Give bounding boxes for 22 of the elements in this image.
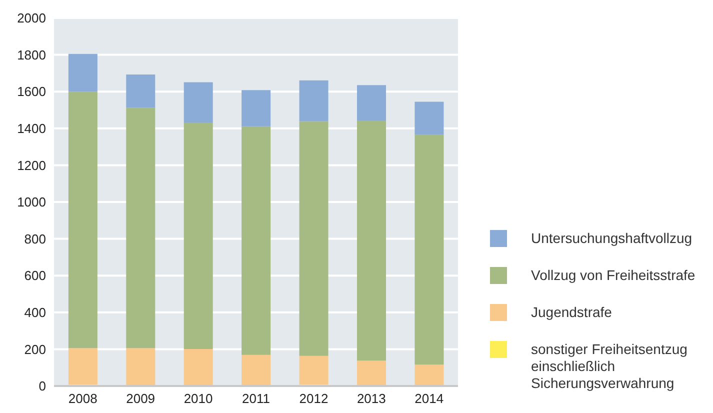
legend-label: Jugendstrafe [531,304,612,321]
y-tick-label: 1000 [17,194,46,210]
x-tick-label: 2008 [68,391,98,406]
x-tick-label: 2009 [126,391,156,406]
y-tick-label: 1600 [17,84,46,100]
y-tick-label: 600 [24,268,46,284]
y-tick-label: 800 [24,231,46,246]
y-tick-label: 200 [24,342,46,357]
y-tick-label: 1200 [17,158,46,173]
x-tick-label: 2013 [356,391,386,406]
x-tick-label: 2012 [299,391,328,406]
y-tick-label: 1800 [17,47,46,62]
x-tick-label: 2014 [414,391,444,406]
x-tick-label: 2010 [184,391,213,406]
y-tick-label: 0 [38,378,46,394]
legend-label: Vollzug von Freiheitsstrafe [531,267,696,284]
legend-label: sonstiger Freiheitsentzug einschließlich Sicherungsverwahrung [531,341,688,392]
x-tick-label: 2011 [242,391,270,406]
y-tick-label: 2000 [17,10,46,26]
y-tick-label: 1400 [17,121,46,136]
y-tick-label: 400 [24,305,46,320]
legend-label: Untersuchungshaftvollzug [531,230,692,247]
